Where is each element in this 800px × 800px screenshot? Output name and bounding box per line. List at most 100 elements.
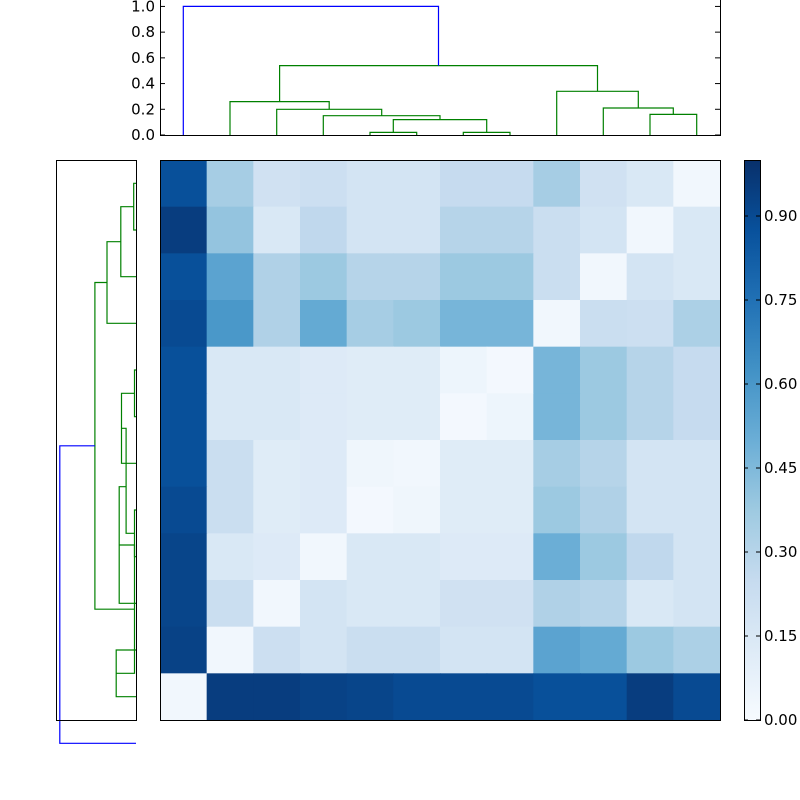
heatmap-cell (300, 160, 348, 208)
heatmap-cell (580, 486, 628, 534)
heatmap-cell (206, 486, 254, 534)
heatmap-cell (533, 393, 581, 441)
top-dendrogram-link (392, 118, 488, 133)
colorbar-ticks: 0.00 0.15 0.30 0.45 0.60 0.75 0.90 (744, 207, 797, 729)
top-dendrogram-link (556, 90, 639, 135)
heatmap-cell (486, 440, 534, 488)
heatmap-cell (346, 393, 394, 441)
colorbar: 0.00 0.15 0.30 0.45 0.60 0.75 0.90 (744, 160, 797, 729)
heatmap-cell (300, 626, 348, 674)
heatmap-cell (533, 160, 581, 208)
heatmap-cell (440, 300, 488, 348)
heatmap-cell (440, 626, 488, 674)
left-dendrogram-link (59, 445, 136, 744)
top-dendrogram-link (462, 131, 511, 135)
top-dendrogram-link (369, 131, 418, 135)
left-dendrogram-frame (56, 160, 137, 721)
heatmap-cell (440, 253, 488, 301)
heatmap-frame (160, 160, 721, 721)
heatmap-cell (206, 160, 254, 208)
heatmap-cell (626, 393, 674, 441)
top-dendrogram-y-ticks: 0.0 0.2 0.4 0.6 0.8 1.0 (131, 0, 720, 144)
left-dendrogram-link (94, 281, 135, 610)
top-dendrogram-link (279, 64, 599, 102)
heatmap-cell (393, 300, 441, 348)
heatmap-cell (580, 300, 628, 348)
heatmap-cell (253, 346, 301, 394)
heatmap-cell (206, 533, 254, 581)
left-dendrogram-links (59, 182, 136, 744)
heatmap-cell (626, 300, 674, 348)
heatmap-cell (300, 206, 348, 254)
colorbar-tick-label: 0.45 (764, 459, 797, 477)
heatmap-cell (346, 533, 394, 581)
heatmap-cell (486, 533, 534, 581)
heatmap-cell (580, 346, 628, 394)
heatmap-cell (393, 160, 441, 208)
heatmap-cell (393, 626, 441, 674)
heatmap-cell (160, 533, 208, 581)
heatmap-cell (533, 346, 581, 394)
heatmap (160, 160, 721, 721)
heatmap-cell (160, 160, 208, 208)
heatmap-cell (160, 626, 208, 674)
heatmap-cell (346, 440, 394, 488)
heatmap-cell (626, 533, 674, 581)
heatmap-cell (673, 440, 721, 488)
heatmap-cell (253, 206, 301, 254)
heatmap-cell (580, 253, 628, 301)
top-dendrogram-link (276, 108, 383, 135)
heatmap-cell (533, 206, 581, 254)
heatmap-cells (160, 160, 721, 721)
heatmap-cell (393, 346, 441, 394)
heatmap-cell (440, 206, 488, 254)
top-ytick-label: 0.6 (131, 49, 155, 67)
heatmap-cell (626, 580, 674, 628)
heatmap-cell (440, 346, 488, 394)
heatmap-cell (673, 206, 721, 254)
heatmap-cell (393, 486, 441, 534)
heatmap-cell (160, 486, 208, 534)
heatmap-cell (206, 346, 254, 394)
heatmap-cell (486, 253, 534, 301)
left-dendrogram-link (133, 182, 136, 231)
heatmap-cell (300, 253, 348, 301)
heatmap-cell (533, 580, 581, 628)
heatmap-cell (300, 486, 348, 534)
heatmap-cell (253, 300, 301, 348)
top-ytick-label: 0.4 (131, 75, 155, 93)
left-dendrogram (56, 160, 137, 744)
heatmap-cell (486, 300, 534, 348)
heatmap-cell (206, 626, 254, 674)
heatmap-cell (346, 300, 394, 348)
top-dendrogram-link (182, 5, 440, 135)
heatmap-cell (393, 440, 441, 488)
heatmap-cell (580, 626, 628, 674)
colorbar-tick-label: 0.00 (764, 711, 797, 729)
heatmap-cell (160, 440, 208, 488)
top-ytick-label: 0.2 (131, 100, 155, 118)
top-dendrogram-link (229, 100, 330, 135)
heatmap-cell (393, 580, 441, 628)
heatmap-cell (160, 673, 208, 721)
heatmap-cell (393, 533, 441, 581)
heatmap-cell (253, 673, 301, 721)
heatmap-cell (673, 580, 721, 628)
top-ytick-label: 0.8 (131, 23, 155, 41)
left-dendrogram-link (133, 369, 136, 418)
top-ytick-label: 1.0 (131, 0, 155, 15)
heatmap-cell (346, 486, 394, 534)
heatmap-cell (533, 533, 581, 581)
top-dendrogram-link (649, 113, 698, 135)
heatmap-cell (160, 300, 208, 348)
heatmap-cell (253, 486, 301, 534)
heatmap-cell (440, 486, 488, 534)
heatmap-cell (253, 253, 301, 301)
heatmap-cell (580, 393, 628, 441)
heatmap-cell (253, 393, 301, 441)
heatmap-cell (253, 533, 301, 581)
heatmap-cell (673, 486, 721, 534)
heatmap-cell (253, 580, 301, 628)
heatmap-cell (206, 440, 254, 488)
